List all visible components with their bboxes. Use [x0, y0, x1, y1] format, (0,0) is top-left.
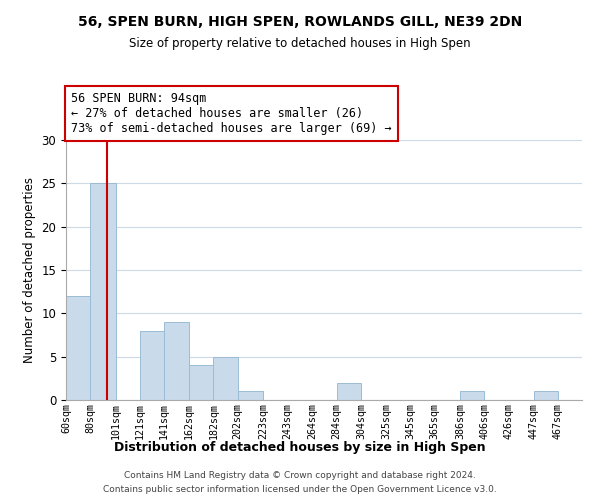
Bar [90, 184, 116, 400]
Bar [66, 296, 90, 400]
Bar [140, 330, 164, 400]
Bar [533, 392, 558, 400]
Bar [337, 382, 361, 400]
Text: Size of property relative to detached houses in High Spen: Size of property relative to detached ho… [129, 38, 471, 51]
Bar [460, 392, 484, 400]
Bar [214, 356, 238, 400]
Bar [164, 322, 189, 400]
Text: Distribution of detached houses by size in High Spen: Distribution of detached houses by size … [114, 441, 486, 454]
Bar [189, 366, 214, 400]
Y-axis label: Number of detached properties: Number of detached properties [23, 177, 36, 363]
Text: 56, SPEN BURN, HIGH SPEN, ROWLANDS GILL, NE39 2DN: 56, SPEN BURN, HIGH SPEN, ROWLANDS GILL,… [78, 15, 522, 29]
Bar [238, 392, 263, 400]
Text: Contains public sector information licensed under the Open Government Licence v3: Contains public sector information licen… [103, 484, 497, 494]
Text: Contains HM Land Registry data © Crown copyright and database right 2024.: Contains HM Land Registry data © Crown c… [124, 472, 476, 480]
Text: 56 SPEN BURN: 94sqm
← 27% of detached houses are smaller (26)
73% of semi-detach: 56 SPEN BURN: 94sqm ← 27% of detached ho… [71, 92, 392, 135]
